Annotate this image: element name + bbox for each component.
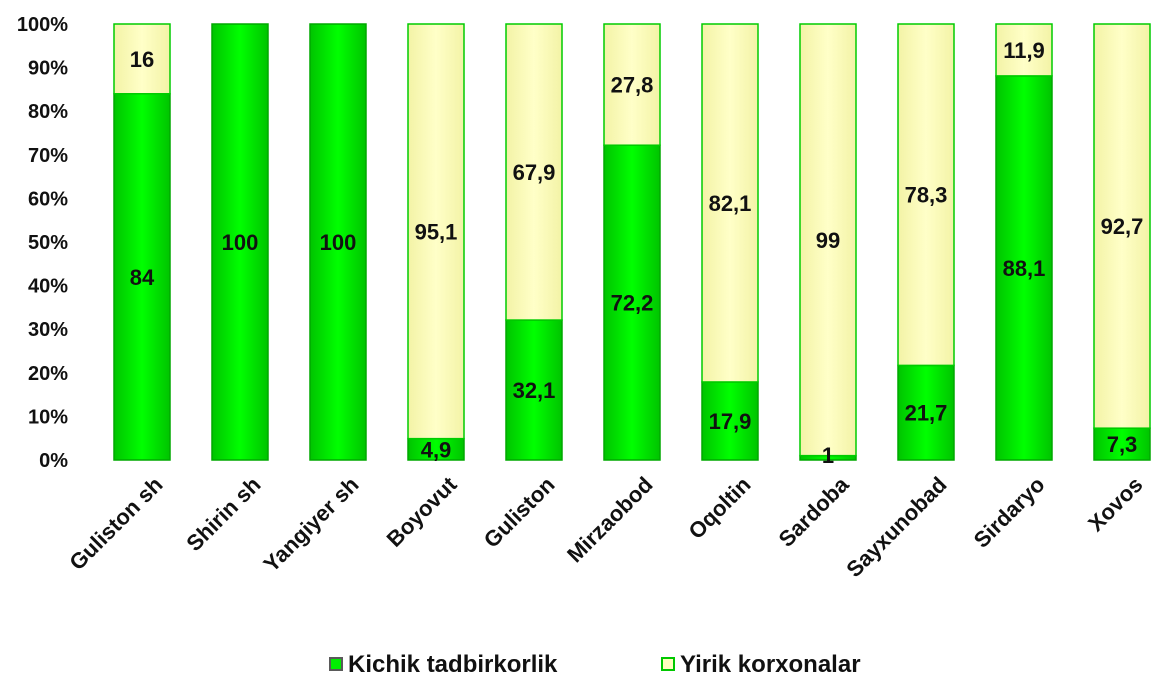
y-tick-label: 30% [28, 319, 68, 341]
bar-segment-yirik [897, 23, 955, 367]
data-label: 84 [130, 265, 155, 290]
data-label: 92,7 [1101, 214, 1144, 239]
category-label: Yangiyer sh [259, 472, 364, 577]
bar-segment-yirik [505, 23, 563, 321]
category-label: Sardoba [774, 471, 854, 551]
category-label: Sirdaryo [969, 472, 1050, 553]
data-label: 11,9 [1003, 38, 1045, 63]
legend: Kichik tadbirkorlik Yirik korxonalar [329, 651, 861, 677]
data-label: 7,3 [1107, 432, 1138, 457]
bar-segment-yirik [603, 23, 661, 146]
data-label: 17,9 [709, 409, 752, 434]
bar-segment-kichik [505, 319, 563, 461]
y-axis: 0% 10% 20% 30% 40% 50% 60% 70% 80% 90% 100% [17, 14, 68, 472]
data-label: 100 [222, 230, 259, 255]
y-tick-label: 40% [28, 276, 68, 298]
bar-segment-kichik [309, 23, 367, 461]
category-label: Guliston sh [64, 472, 167, 575]
legend-swatch [329, 657, 343, 671]
category-label: Guliston [479, 472, 560, 553]
data-labels: 84 16 100 100 4,9 95,1 32,1 67,9 72,2 27,8 17,9 82,… [130, 38, 1144, 468]
legend-item: Yirik korxonalar [661, 651, 861, 677]
bar-segment-yirik [1093, 23, 1151, 429]
bar-segment-kichik [603, 144, 661, 461]
bar-segment-yirik [701, 23, 759, 383]
data-label: 99 [816, 228, 840, 253]
category-label: Mirzaobod [562, 472, 657, 567]
y-tick-label: 50% [28, 232, 68, 254]
bar-segment-yirik [113, 23, 171, 95]
data-label: 82,1 [709, 191, 752, 216]
y-tick-label: 70% [28, 145, 68, 167]
bar-segment-kichik [897, 364, 955, 461]
y-tick-label: 10% [28, 406, 68, 428]
category-label: Sayxunobad [841, 472, 951, 582]
data-label: 95,1 [415, 219, 458, 244]
data-label: 72,2 [611, 291, 654, 316]
category-label: Oqoltin [683, 472, 755, 544]
category-label: Boyovut [382, 471, 462, 551]
legend-label: Kichik tadbirkorlik [348, 651, 558, 677]
data-label: 21,7 [905, 401, 948, 426]
data-label: 78,3 [905, 183, 948, 208]
data-label: 16 [130, 47, 154, 72]
data-label: 32,1 [513, 378, 556, 403]
bar-segment-kichik [211, 23, 269, 461]
y-tick-label: 60% [28, 188, 68, 210]
data-label: 1 [822, 443, 834, 468]
category-label: Xovos [1083, 472, 1147, 536]
data-label: 27,8 [611, 73, 654, 98]
bars [113, 23, 1151, 461]
y-tick-label: 80% [28, 101, 68, 123]
legend-swatch [661, 657, 675, 671]
bar-segment-yirik [995, 23, 1053, 77]
data-label: 100 [320, 230, 357, 255]
data-label: 88,1 [1003, 256, 1046, 281]
data-label: 67,9 [513, 160, 556, 185]
y-tick-label: 90% [28, 58, 68, 80]
bar-segment-kichik [995, 75, 1053, 461]
bar-segment-kichik [113, 93, 171, 461]
y-tick-label: 100% [17, 14, 68, 36]
y-tick-label: 0% [39, 450, 68, 472]
y-tick-label: 20% [28, 363, 68, 385]
bar-segment-yirik [407, 23, 465, 440]
data-label: 4,9 [421, 437, 452, 462]
legend-item: Kichik tadbirkorlik [329, 651, 558, 677]
legend-label: Yirik korxonalar [680, 651, 861, 677]
bar-segment-yirik [799, 23, 857, 457]
category-label: Shirin sh [181, 472, 265, 556]
